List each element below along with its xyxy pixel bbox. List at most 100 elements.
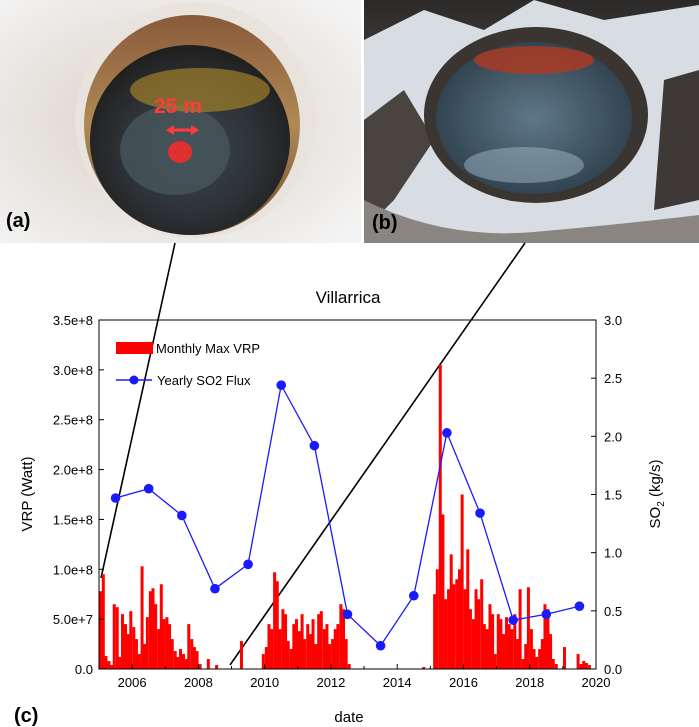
y-right-tick-label: 0.5 bbox=[604, 604, 622, 619]
legend-vrp-label: Monthly Max VRP bbox=[156, 341, 260, 356]
y-right-tick-label: 0.0 bbox=[604, 662, 622, 677]
x-tick-label: 2006 bbox=[118, 675, 147, 690]
vrp-bar bbox=[549, 634, 553, 669]
vrp-bar bbox=[505, 617, 509, 669]
vrp-bar bbox=[480, 579, 484, 669]
vrp-bar bbox=[179, 649, 183, 669]
legend: Monthly Max VRP Yearly SO2 Flux bbox=[116, 341, 260, 388]
vrp-bar bbox=[121, 614, 125, 669]
vrp-bar bbox=[422, 667, 426, 669]
so2-point bbox=[110, 493, 121, 503]
vrp-bar bbox=[162, 619, 166, 669]
vrp-bar bbox=[176, 657, 180, 669]
vrp-bar bbox=[518, 589, 522, 669]
so2-point bbox=[541, 609, 552, 620]
y-right-tick-label: 2.0 bbox=[604, 429, 622, 444]
vrp-bar bbox=[444, 599, 448, 669]
legend-so2-marker bbox=[129, 375, 139, 385]
vrp-bar bbox=[460, 494, 464, 669]
chart-title: Villarrica bbox=[316, 288, 381, 307]
x-tick-label: 2018 bbox=[515, 675, 544, 690]
vrp-bar bbox=[477, 599, 481, 669]
vrp-bar bbox=[278, 629, 282, 669]
vrp-bar bbox=[286, 641, 290, 669]
vrp-bar bbox=[289, 649, 293, 669]
vrp-bar bbox=[184, 659, 188, 669]
legend-vrp-swatch bbox=[116, 342, 153, 354]
vrp-bar bbox=[521, 659, 525, 669]
vrp-bar bbox=[452, 584, 456, 669]
vrp-bar bbox=[507, 624, 511, 669]
vrp-bar bbox=[140, 566, 144, 669]
vrp-bar bbox=[273, 572, 277, 669]
vrp-bar bbox=[198, 664, 202, 669]
vrp-bar bbox=[308, 634, 312, 669]
scale-annotation: 25 m bbox=[154, 95, 202, 118]
vrp-bar bbox=[124, 624, 128, 669]
vrp-bar bbox=[137, 654, 141, 669]
vrp-bar bbox=[157, 629, 161, 669]
vrp-bar bbox=[306, 624, 310, 669]
connector-line-a bbox=[100, 242, 176, 579]
vrp-bar bbox=[468, 609, 472, 669]
vrp-bar bbox=[554, 664, 558, 669]
vrp-bar bbox=[482, 624, 486, 669]
so2-series bbox=[110, 380, 585, 651]
vrp-bar bbox=[499, 619, 503, 669]
x-tick-label: 2008 bbox=[184, 675, 213, 690]
so2-point bbox=[276, 380, 287, 390]
vrp-bar bbox=[563, 647, 567, 669]
y-left-tick-label: 5.0e+7 bbox=[53, 612, 93, 627]
y-left-axis-title: VRP (Watt) bbox=[19, 456, 36, 531]
vrp-bar bbox=[474, 589, 478, 669]
so2-point bbox=[442, 428, 452, 438]
vrp-bar bbox=[317, 614, 321, 669]
vrp-bar bbox=[435, 569, 439, 669]
vrp-bar bbox=[463, 589, 467, 669]
axes: 2006 2008 2010 2012 2014 2016 2018 20200.05.0e+… bbox=[53, 313, 622, 690]
vrp-bar bbox=[303, 639, 307, 669]
vrp-bar bbox=[143, 644, 147, 669]
vrp-bar bbox=[502, 634, 506, 669]
vrp-bar bbox=[145, 617, 149, 669]
so2-point bbox=[475, 508, 485, 518]
crater-photo-b-image bbox=[364, 0, 699, 243]
vrp-bar bbox=[261, 654, 265, 669]
vrp-bar bbox=[540, 639, 544, 669]
vrp-bar bbox=[173, 651, 177, 669]
so2-point bbox=[408, 590, 419, 601]
y-left-tick-label: 3.5e+8 bbox=[53, 313, 93, 328]
crater-photo-a: 25 m (a) bbox=[0, 0, 361, 243]
vrp-bar bbox=[342, 609, 346, 669]
vrp-bar bbox=[192, 647, 196, 669]
vrp-bar bbox=[582, 661, 586, 669]
vrp-bar bbox=[347, 664, 351, 669]
vrp-bar bbox=[496, 614, 500, 669]
y-left-tick-label: 2.5e+8 bbox=[53, 413, 93, 428]
vrp-bar bbox=[532, 649, 536, 669]
so2-point bbox=[210, 583, 220, 594]
vrp-bar bbox=[336, 624, 340, 669]
vrp-bar bbox=[325, 624, 329, 669]
x-tick-label: 2010 bbox=[250, 675, 279, 690]
vrp-bar bbox=[99, 591, 103, 669]
vrp-bar bbox=[579, 664, 583, 669]
y-left-tick-label: 3.0e+8 bbox=[53, 363, 93, 378]
so2-point bbox=[143, 483, 154, 494]
so2-point bbox=[574, 601, 585, 611]
vrp-bar bbox=[438, 364, 442, 669]
vrp-bar bbox=[134, 639, 138, 669]
panel-label-b: (b) bbox=[372, 212, 398, 234]
y-right-tick-label: 3.0 bbox=[604, 313, 622, 328]
vrp-bar bbox=[170, 639, 174, 669]
vrp-bar bbox=[513, 614, 517, 669]
scale-arrow-right-head bbox=[191, 125, 199, 135]
vrp-bar bbox=[292, 624, 296, 669]
vrp-bar bbox=[297, 631, 301, 669]
vrp-bar bbox=[159, 584, 163, 669]
vrp-bar bbox=[148, 591, 152, 669]
vrp-bar bbox=[491, 614, 495, 669]
vrp-bar bbox=[449, 554, 453, 669]
vrp-bar bbox=[314, 644, 318, 669]
vrp-bar bbox=[535, 657, 539, 669]
